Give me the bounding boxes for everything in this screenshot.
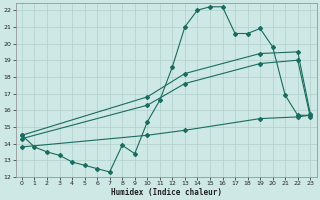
- X-axis label: Humidex (Indice chaleur): Humidex (Indice chaleur): [111, 188, 221, 197]
